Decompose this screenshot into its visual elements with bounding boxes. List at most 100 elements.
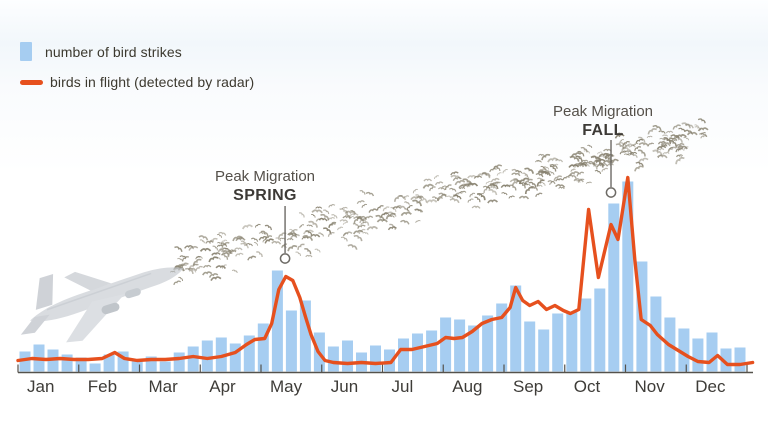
- bird-icon: [349, 213, 359, 217]
- bird-icon: [614, 133, 625, 139]
- bird-strikes-bar: [342, 340, 353, 372]
- bird-icon: [339, 208, 349, 215]
- bird-icon: [500, 184, 511, 189]
- bird-icon: [412, 199, 422, 207]
- legend-label: number of bird strikes: [45, 43, 182, 60]
- bird-icon: [311, 209, 323, 214]
- bird-strikes-bar: [426, 330, 438, 372]
- bird-icon: [202, 271, 213, 276]
- bird-icon: [256, 251, 263, 257]
- bird-icon: [202, 264, 212, 269]
- bird-icon: [467, 198, 474, 203]
- bird-icon: [699, 132, 708, 137]
- bird-icon: [638, 142, 650, 147]
- bird-icon: [318, 232, 324, 237]
- bird-icon: [247, 255, 257, 261]
- x-axis-label: Oct: [574, 377, 601, 396]
- bird-icon: [422, 183, 434, 189]
- bird-strikes-bar: [468, 325, 480, 372]
- bird-icon: [365, 191, 375, 197]
- bird-icon: [184, 245, 194, 249]
- bird-icon: [672, 124, 681, 130]
- bird-icon: [253, 242, 259, 246]
- bird-icon: [594, 169, 602, 174]
- bird-icon: [382, 206, 390, 212]
- radar-line: [16, 175, 755, 367]
- x-axis-label: Dec: [695, 377, 726, 396]
- bird-strikes-bar: [594, 288, 606, 372]
- bird-strikes-bar: [678, 328, 690, 372]
- bird-icon: [665, 130, 674, 134]
- bird-icon: [604, 154, 614, 159]
- bird-icon: [670, 140, 677, 143]
- bird-icon: [418, 199, 424, 204]
- bird-icon: [240, 242, 249, 249]
- bird-icon: [538, 168, 547, 173]
- callout-pointers: [279, 140, 617, 264]
- bird-strikes-bar: [187, 346, 199, 372]
- bird-icon: [260, 230, 269, 237]
- bird-strikes-bar: [566, 311, 578, 372]
- bird-strikes-bar: [412, 333, 423, 372]
- bird-icon: [489, 167, 497, 173]
- bird-icon: [617, 132, 624, 136]
- bird-icon: [217, 242, 223, 245]
- x-axis-label: Sep: [513, 377, 543, 396]
- bird-icon: [586, 181, 592, 185]
- bird-icon: [315, 206, 323, 209]
- bird-icon: [341, 206, 348, 210]
- bird-icon: [425, 199, 438, 204]
- bird-icon: [592, 163, 598, 166]
- bird-icon: [277, 232, 287, 239]
- bird-icon: [402, 195, 410, 199]
- bird-icon: [549, 165, 557, 172]
- bird-icon: [254, 223, 261, 228]
- bird-icon: [637, 149, 646, 157]
- bird-icon: [429, 186, 436, 192]
- bird-icon: [264, 224, 273, 231]
- bird-icon: [658, 154, 663, 159]
- bird-icon: [275, 237, 282, 242]
- bird-icon: [331, 214, 338, 219]
- bird-icon: [647, 142, 655, 146]
- bird-icon: [212, 245, 218, 251]
- bird-icon: [552, 163, 559, 167]
- bird-icon: [349, 216, 354, 220]
- bird-icon: [353, 229, 364, 235]
- bird-icon: [589, 162, 598, 170]
- bird-icon: [188, 245, 199, 251]
- bird-icon: [327, 216, 336, 221]
- bird-icon: [528, 181, 537, 188]
- bird-icon: [670, 134, 680, 139]
- bird-icon: [368, 208, 378, 213]
- bird-icon: [210, 276, 222, 282]
- bird-icon: [353, 217, 362, 224]
- bird-icon: [344, 210, 357, 215]
- x-axis: Jan Feb Mar Apr May Jun Jul Aug Sep Oct Nov Dec: [17, 364, 753, 396]
- bird-strikes-bar: [201, 340, 213, 372]
- bird-icon: [694, 124, 700, 128]
- bird-icon: [454, 179, 466, 186]
- bird-icon: [587, 144, 593, 149]
- bird-icon: [361, 203, 368, 208]
- bird-icon: [214, 256, 221, 260]
- bird-icon: [580, 163, 588, 167]
- bird-icon: [598, 162, 608, 167]
- bird-strikes-bar: [524, 321, 536, 372]
- bird-strikes-bar: [229, 343, 241, 372]
- bird-icon: [481, 172, 491, 179]
- bird-icon: [343, 232, 349, 237]
- bird-icon: [404, 201, 410, 205]
- bird-icon: [662, 138, 671, 143]
- bird-icon: [581, 159, 589, 163]
- bird-icon: [683, 136, 690, 141]
- bird-icon: [634, 165, 644, 172]
- bird-icon: [652, 125, 662, 131]
- bird-icon: [376, 205, 384, 211]
- bird-strikes-bar: [608, 203, 620, 372]
- bird-icon: [360, 221, 366, 226]
- bird-icon: [576, 171, 585, 177]
- bird-icon: [488, 189, 498, 196]
- legend-item-birds-in-flight: birds in flight (detected by radar): [20, 74, 254, 90]
- callout-marker-circle: [279, 253, 291, 264]
